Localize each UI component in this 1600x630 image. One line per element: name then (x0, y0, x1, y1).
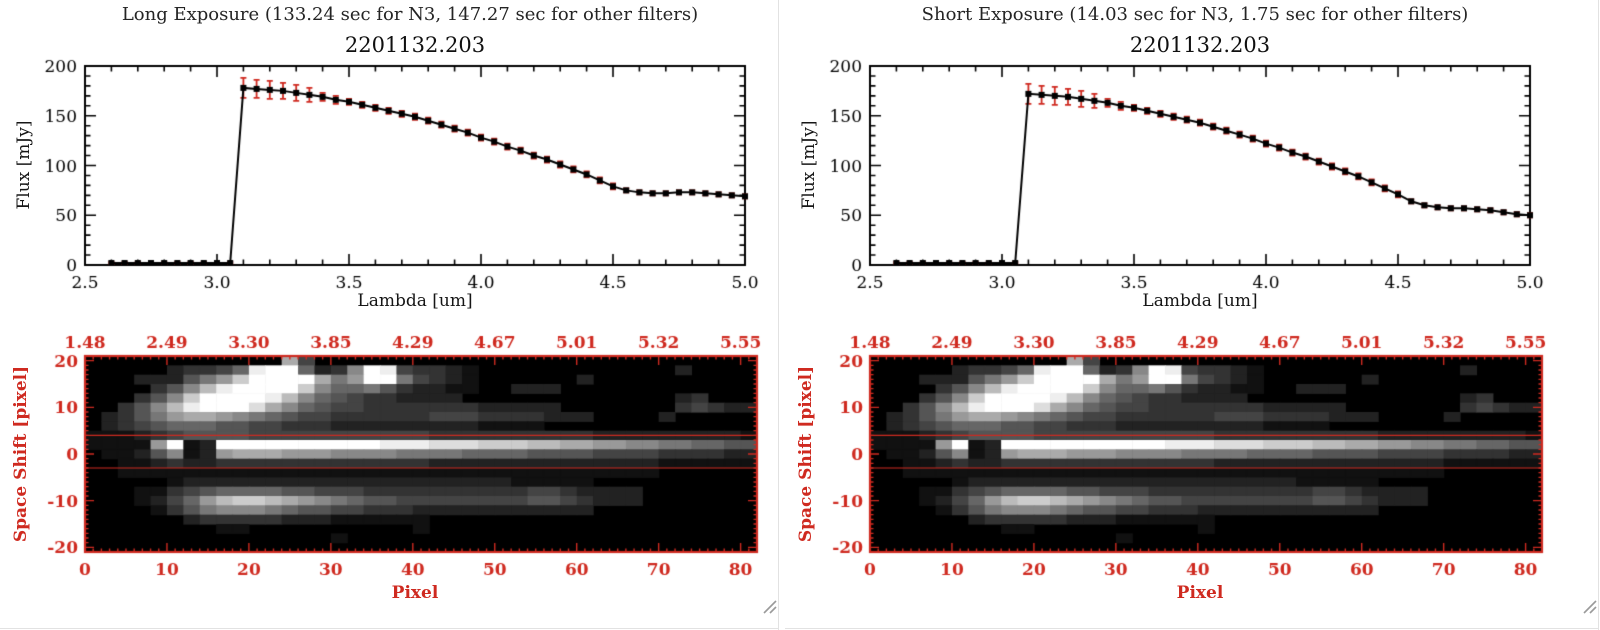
window-border-middle (778, 0, 779, 630)
window-resize-grip-right[interactable] (1580, 597, 1598, 615)
window-border-bottom-right (785, 628, 1599, 629)
window-resize-grip-left[interactable] (760, 597, 778, 615)
window-border-right (1598, 0, 1599, 630)
window-border-bottom-left (0, 628, 779, 629)
